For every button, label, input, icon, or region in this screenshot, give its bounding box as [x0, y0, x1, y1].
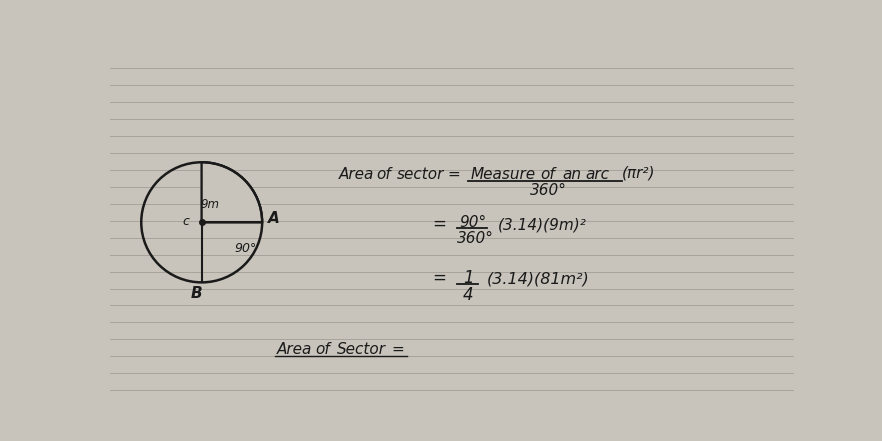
Text: 90°: 90° [235, 243, 258, 255]
Text: =: = [432, 215, 445, 232]
Text: 9m: 9m [200, 198, 219, 212]
Text: sector: sector [397, 167, 445, 182]
Text: c: c [183, 215, 190, 228]
Text: of: of [376, 167, 391, 182]
Text: 360°: 360° [529, 183, 566, 198]
Text: arc: arc [586, 167, 609, 182]
Wedge shape [202, 162, 262, 222]
Text: =: = [447, 167, 460, 182]
Text: Measure: Measure [471, 167, 535, 182]
Text: B: B [191, 286, 203, 301]
Text: of: of [316, 342, 331, 357]
Text: (πr²): (πr²) [622, 165, 655, 180]
Text: A: A [268, 211, 280, 226]
Text: =: = [392, 342, 404, 357]
Text: Sector: Sector [337, 342, 385, 357]
Text: Area: Area [339, 167, 374, 182]
Text: Area: Area [277, 342, 312, 357]
Text: an: an [562, 167, 581, 182]
Text: (3.14)(81m²): (3.14)(81m²) [487, 272, 590, 287]
Text: 4: 4 [463, 286, 474, 304]
Text: 90°: 90° [459, 215, 486, 230]
Text: 360°: 360° [458, 231, 494, 246]
Text: =: = [432, 269, 445, 287]
Text: (3.14)(9m)²: (3.14)(9m)² [497, 218, 587, 233]
Text: 1: 1 [463, 269, 474, 287]
Text: of: of [541, 167, 555, 182]
Wedge shape [202, 162, 262, 222]
